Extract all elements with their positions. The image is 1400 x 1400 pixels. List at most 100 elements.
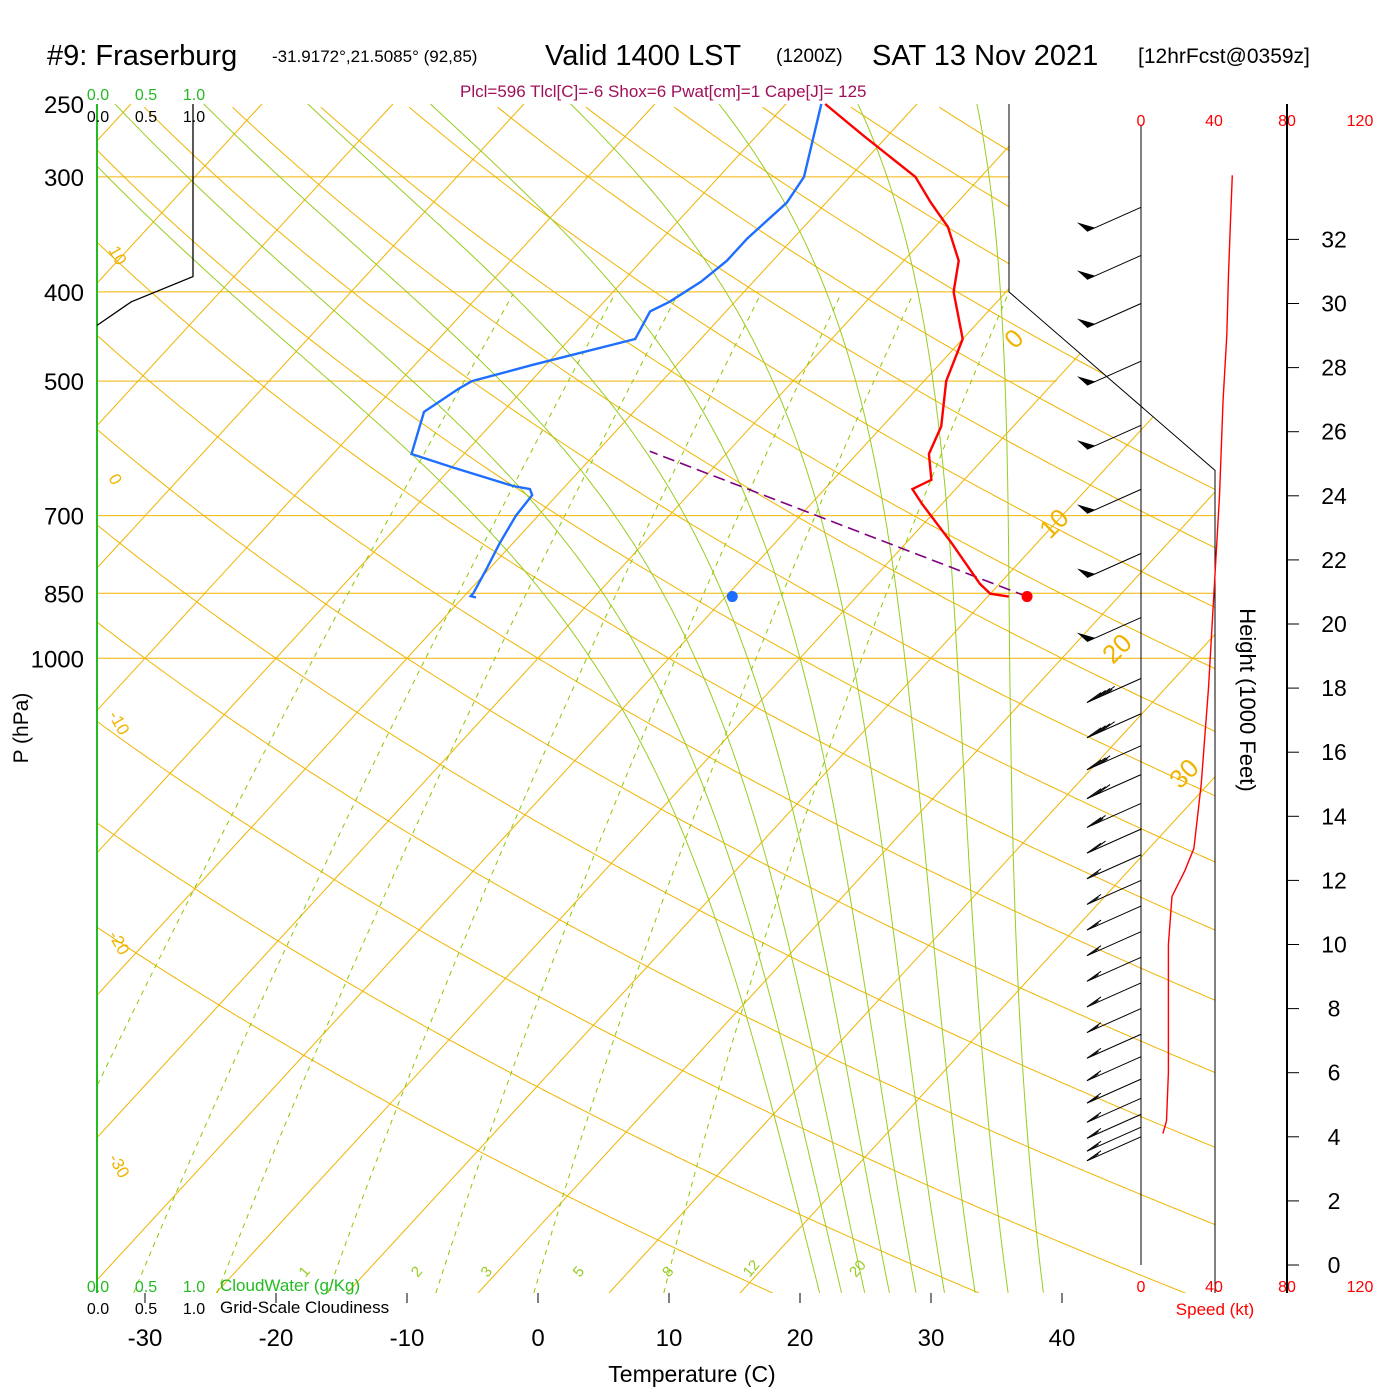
pressure-tick-label: 1000 bbox=[31, 646, 84, 673]
isotherm bbox=[608, 104, 1215, 1293]
cloudiness-tick-top: 0.0 bbox=[87, 109, 109, 126]
wind-barb bbox=[1086, 1033, 1142, 1059]
height-tick-label: 28 bbox=[1321, 355, 1347, 381]
wind-barb bbox=[1077, 254, 1142, 280]
isotherm-label: 0 bbox=[998, 323, 1029, 354]
mixing-ratio-line bbox=[533, 293, 914, 1293]
dry-adiabat bbox=[320, 106, 1215, 1293]
dry-adiabat bbox=[97, 106, 1215, 1293]
cloudiness-tick-bottom: 1.0 bbox=[183, 1301, 205, 1318]
temperature-tick-label: -30 bbox=[128, 1325, 163, 1352]
pressure-tick-label: 250 bbox=[44, 92, 84, 119]
height-tick-label: 18 bbox=[1321, 675, 1347, 701]
cloudiness-tick-top: 0.5 bbox=[135, 109, 157, 126]
wind-barb bbox=[1086, 1113, 1142, 1139]
cloud-water-tick-top: 1.0 bbox=[183, 87, 205, 104]
mixing-ratio-label: 2 bbox=[408, 1263, 426, 1280]
wind-barb bbox=[1077, 206, 1142, 232]
isotherm bbox=[97, 104, 1049, 1293]
wind-barb bbox=[1086, 1126, 1142, 1152]
moist-adiabat bbox=[718, 104, 976, 1293]
pressure-tick-label: 300 bbox=[44, 165, 84, 192]
pressure-axis-label: P (hPa) bbox=[10, 693, 33, 764]
speed-axis-label: Speed (kt) bbox=[1176, 1300, 1254, 1319]
wind-barb bbox=[1086, 1078, 1142, 1104]
moist-adiabat bbox=[114, 104, 842, 1293]
height-tick-label: 2 bbox=[1328, 1188, 1341, 1214]
mixing-ratio-label: 5 bbox=[570, 1263, 588, 1280]
wind-barb bbox=[1086, 1136, 1142, 1162]
moist-adiabat bbox=[307, 104, 890, 1293]
dry-adiabat bbox=[585, 106, 1215, 1293]
dry-adiabat bbox=[97, 107, 773, 1293]
temperature-tick-label: 30 bbox=[918, 1325, 945, 1352]
isotherm bbox=[346, 104, 1215, 1293]
zulu-time: (1200Z) bbox=[776, 46, 843, 67]
moist-adiabat bbox=[97, 104, 821, 1293]
height-tick-label: 0 bbox=[1328, 1252, 1341, 1278]
temperature-tick-label: 20 bbox=[787, 1325, 814, 1352]
wind-barb bbox=[1086, 1097, 1142, 1123]
wind-barb bbox=[1077, 360, 1142, 386]
wind-barb bbox=[1077, 553, 1142, 578]
dry-adiabat bbox=[97, 106, 980, 1293]
cloud-water-tick-bottom: 0.5 bbox=[135, 1279, 157, 1296]
temperature-tick-label: 10 bbox=[656, 1325, 683, 1352]
height-tick-label: 30 bbox=[1321, 291, 1347, 317]
height-tick-label: 16 bbox=[1321, 739, 1347, 765]
dry-adiabat bbox=[97, 106, 1215, 1293]
mixing-ratio-label: 3 bbox=[477, 1263, 495, 1280]
plot-area bbox=[97, 104, 1400, 1293]
isotherm bbox=[739, 104, 1215, 1293]
wind-barb bbox=[1086, 1056, 1142, 1082]
dry-adiabat bbox=[673, 106, 1215, 1293]
dry-adiabat bbox=[1381, 107, 1400, 1293]
cloud-water-tick-top: 0.5 bbox=[135, 87, 157, 104]
parcel-line bbox=[649, 450, 1028, 598]
temperature-tick-label: 0 bbox=[531, 1325, 544, 1352]
moist-adiabat bbox=[976, 104, 1044, 1293]
wind-barb bbox=[1077, 424, 1142, 450]
dry-adiabat bbox=[97, 106, 1215, 1293]
mixing-ratio-label: 20 bbox=[846, 1257, 870, 1281]
wind-speed-line bbox=[1162, 175, 1233, 1134]
isotherm-label: 20 bbox=[1096, 628, 1138, 670]
height-tick-label: 4 bbox=[1328, 1124, 1341, 1150]
dry-adiabat bbox=[97, 106, 1215, 1293]
wind-barb bbox=[1086, 713, 1142, 739]
wind-barb bbox=[1086, 879, 1142, 905]
valid-date: SAT 13 Nov 2021 bbox=[872, 40, 1099, 72]
dry-adiabat bbox=[850, 106, 1215, 1293]
wind-barb bbox=[1086, 678, 1142, 703]
height-tick-label: 26 bbox=[1321, 419, 1347, 445]
cloud-water-label: CloudWater (g/Kg) bbox=[220, 1276, 360, 1295]
isotherm bbox=[477, 104, 1215, 1293]
mixing-ratio-line bbox=[216, 293, 679, 1293]
temperature-tick-label: 40 bbox=[1049, 1325, 1076, 1352]
dry-adiabat bbox=[1203, 106, 1215, 1293]
height-tick-label: 8 bbox=[1328, 996, 1341, 1022]
mixing-ratio-label: 8 bbox=[659, 1263, 677, 1280]
wind-barb bbox=[1086, 1008, 1142, 1034]
mixing-ratio-line bbox=[435, 293, 842, 1293]
forecast-label: [12hrFcst@0359z] bbox=[1138, 45, 1310, 68]
speed-tick-top: 0 bbox=[1137, 113, 1146, 130]
mixing-ratio-line bbox=[663, 293, 1009, 1293]
moist-adiabat bbox=[203, 104, 866, 1293]
mixing-ratio-label: 12 bbox=[740, 1257, 764, 1281]
cloudiness-tick-bottom: 0.5 bbox=[135, 1301, 157, 1318]
cloud-water-tick-bottom: 1.0 bbox=[183, 1279, 205, 1296]
isotherm bbox=[97, 104, 1180, 1293]
isotherm-label: -20 bbox=[105, 928, 134, 959]
height-axis-label: Height (1000 Feet) bbox=[1235, 608, 1260, 791]
dry-adiabat bbox=[143, 106, 1215, 1293]
surface-temperature-dot bbox=[1021, 591, 1033, 603]
wind-barb bbox=[1086, 854, 1142, 880]
height-tick-label: 24 bbox=[1321, 483, 1347, 509]
wind-barb bbox=[1077, 617, 1142, 643]
dry-adiabat bbox=[97, 106, 1186, 1293]
speed-tick-bottom: 120 bbox=[1347, 1279, 1374, 1296]
temperature-line bbox=[824, 103, 1009, 598]
height-tick-label: 12 bbox=[1321, 867, 1347, 893]
